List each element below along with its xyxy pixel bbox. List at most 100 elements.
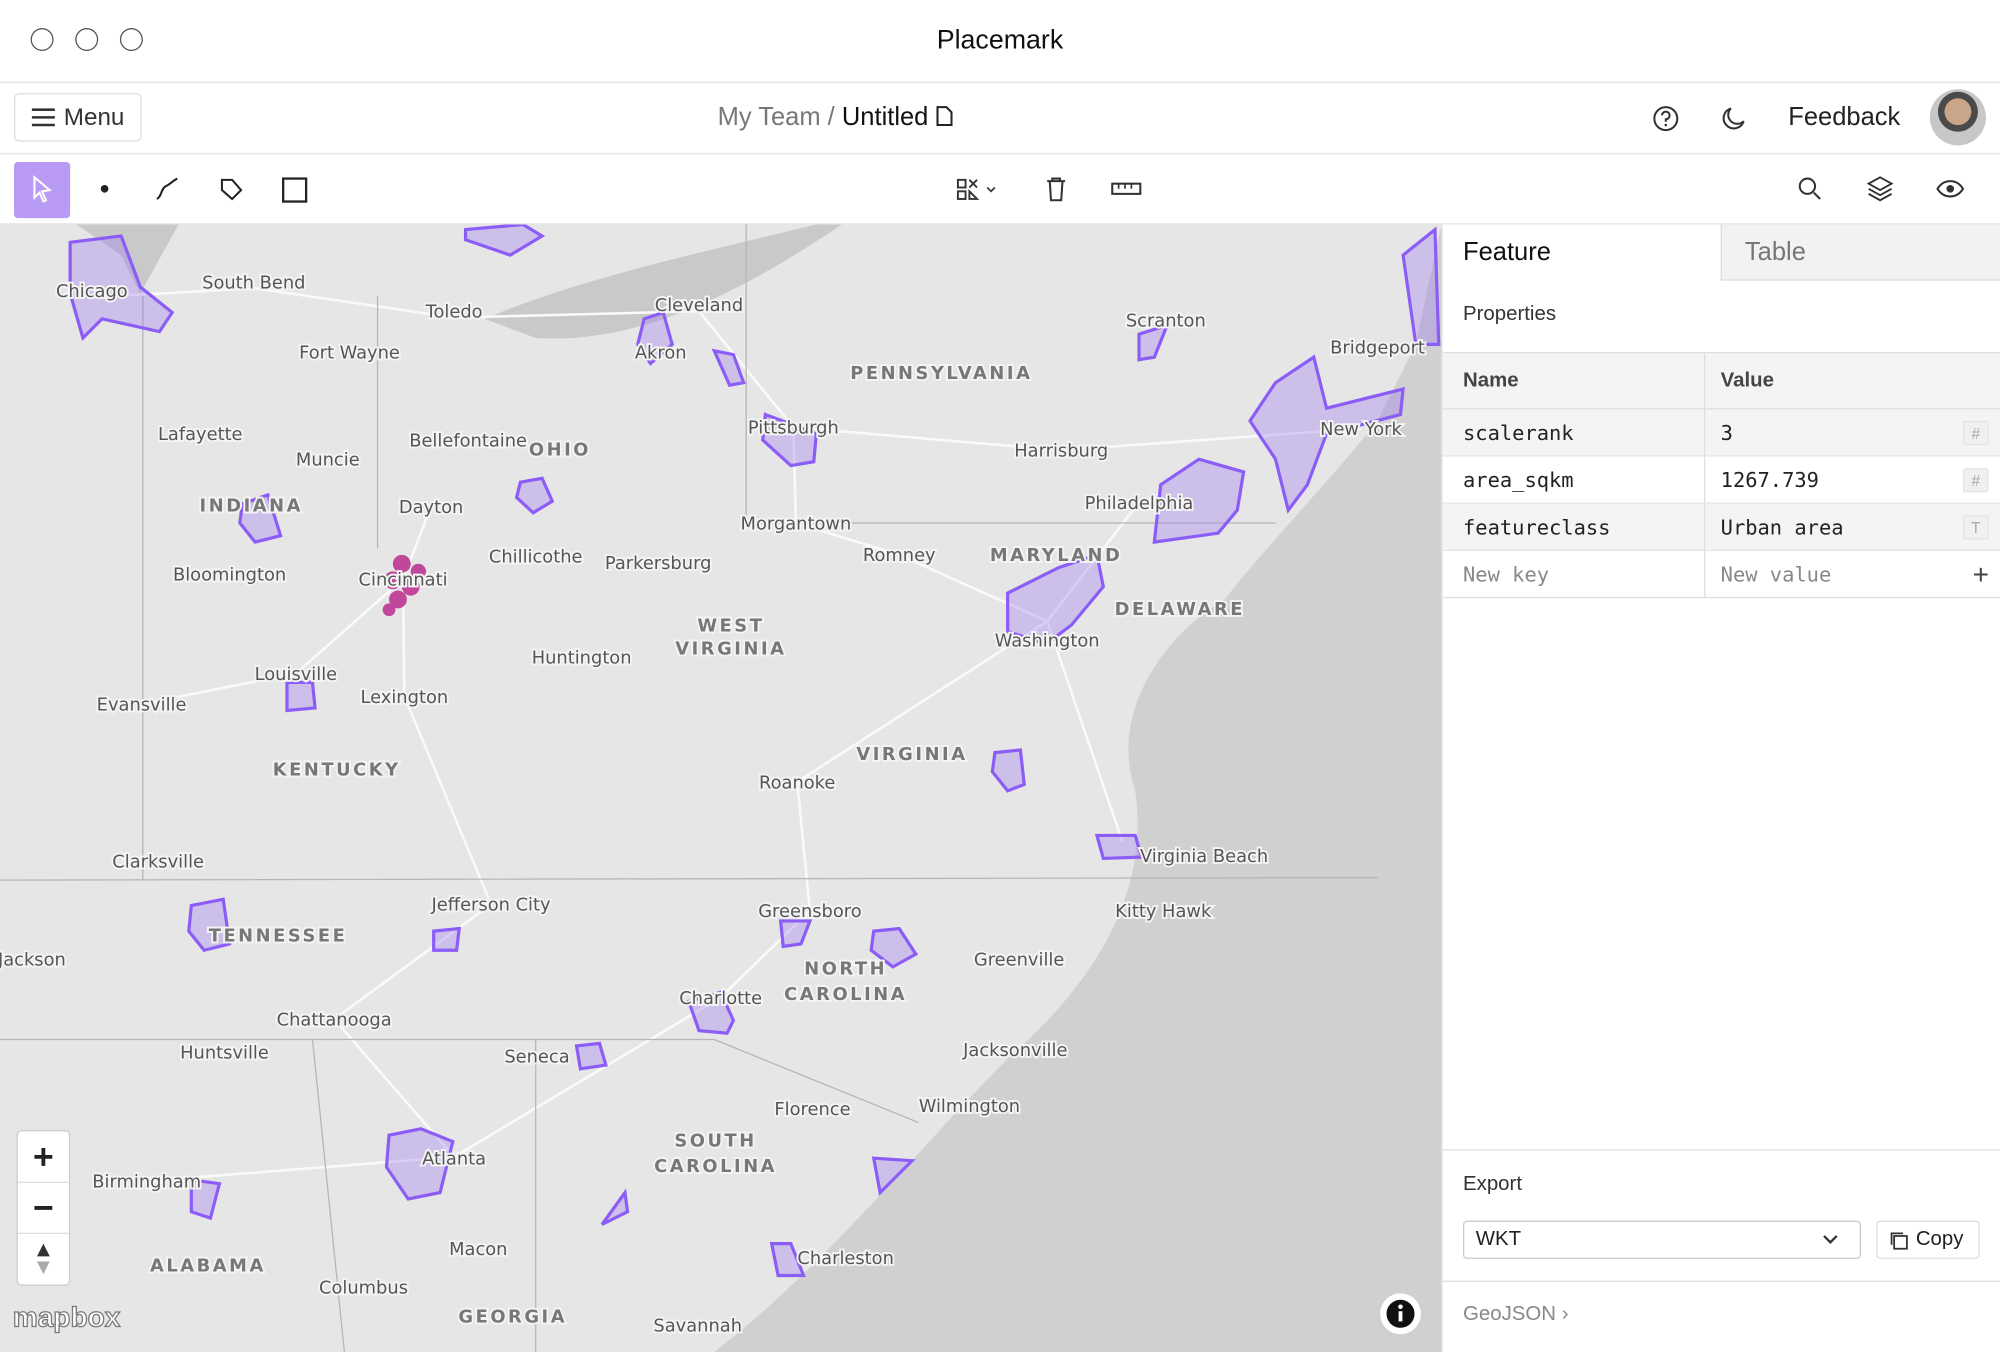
place-label: Lafayette [158,424,243,445]
place-label: Cleveland [655,295,743,316]
side-panel: Feature Table Properties Name Value scal… [1441,224,2000,1352]
copy-button[interactable]: Copy [1876,1220,1980,1259]
line-tool[interactable] [153,175,181,203]
chevron-down [1823,1235,1838,1244]
file-icon [936,106,954,127]
place-label: Evansville [97,694,187,715]
team-name[interactable]: My Team [717,103,821,132]
place-label: Greensboro [758,901,861,922]
measure-tool[interactable] [1110,179,1143,199]
feedback-button[interactable]: Feedback [1788,103,1901,132]
type-badge: # [1963,420,1989,446]
place-label: Jefferson City [431,895,551,916]
format-value: WKT [1475,1228,1522,1250]
state-label: CAROLINA [784,984,907,1005]
geojson-divider [1442,1280,2000,1282]
minimize-button[interactable] [75,28,99,52]
place-label: Parkersburg [605,553,712,574]
state-label: SOUTH [674,1131,756,1152]
info-button[interactable] [1379,1292,1422,1335]
select-tool[interactable] [14,161,71,219]
type-badge: # [1963,468,1989,493]
zoom-icons [17,1147,69,1275]
state-label: INDIANA [200,495,303,516]
new-value-input[interactable]: New value [1705,551,2000,599]
place-label: Atlanta [422,1149,486,1170]
theme-icon[interactable] [1719,105,1747,133]
place-label: Bridgeport [1330,337,1425,358]
type-badge: T [1963,515,1989,540]
new-key-input[interactable]: New key [1442,551,1706,599]
map-attribution: mapbox [12,1300,121,1333]
place-label: New York [1320,419,1402,440]
help-icon[interactable] [1652,105,1680,133]
property-value[interactable]: 3 [1705,409,2000,457]
state-label: KENTUCKY [273,760,401,781]
map-labels: Chicago South Bend Toledo Cleveland Fort… [0,270,1427,1338]
file-name[interactable]: Untitled [841,103,929,132]
map-canvas[interactable]: Chicago South Bend Toledo Cleveland Fort… [0,224,1442,1352]
selected-feature [382,554,427,617]
point-tool[interactable] [92,176,118,202]
search-tool[interactable] [1796,175,1824,203]
place-label: Bloomington [173,564,286,585]
property-value[interactable]: Urban area [1705,503,2000,552]
place-label: Pittsburgh [748,418,839,439]
close-button[interactable] [30,28,54,52]
add-property-button[interactable]: + [1972,558,1990,591]
map-layers: Chicago South Bend Toledo Cleveland Fort… [0,224,1442,1352]
property-value[interactable]: 1267.739 [1705,456,2000,504]
place-label: Chattanooga [277,1010,392,1031]
user-avatar[interactable] [1929,89,1986,146]
map[interactable]: Chicago South Bend Toledo Cleveland Fort… [0,224,1442,1352]
property-key[interactable]: featureclass [1442,503,1706,552]
geojson-toggle[interactable]: GeoJSON › [1463,1303,1569,1326]
layers-tool[interactable] [1865,173,1896,204]
operations-menu[interactable] [954,176,1000,204]
place-label: Romney [863,545,936,566]
separator: / [827,103,835,132]
place-label: Kitty Hawk [1115,901,1212,922]
table-tab[interactable]: Table [1720,224,2000,281]
place-label: Jacksonville [962,1040,1067,1061]
polygon-tool[interactable] [217,175,245,203]
state-label: MARYLAND [990,545,1123,566]
place-label: Scranton [1126,311,1206,332]
section-title: Properties [1463,303,1557,326]
state-borders [0,224,1378,1352]
delete-tool[interactable] [1042,175,1070,203]
breadcrumb: My Team / Untitled [0,103,1671,132]
feature-tab[interactable]: Feature [1463,238,1551,267]
state-label: OHIO [529,439,591,460]
column-header: Name [1442,353,1706,410]
menu-bar: Menu My Team / Untitled Feedback [0,83,2000,155]
place-label: Bellefontaine [409,430,527,451]
property-key[interactable]: area_sqkm [1442,456,1706,504]
place-label: Roanoke [759,772,835,793]
place-label: Muncie [296,450,360,471]
format-select[interactable]: WKT [1463,1220,1861,1259]
lake-erie [484,224,842,339]
property-key[interactable]: scalerank [1442,409,1706,457]
urban-areas [68,224,1441,1278]
place-label: Macon [449,1239,507,1260]
menu-button[interactable]: Menu [14,93,142,142]
toolbar [0,154,2000,225]
maximize-button[interactable] [119,28,143,52]
place-label: Chillicothe [489,546,583,567]
rectangle-tool[interactable] [281,176,309,204]
atlantic-ocean [714,224,1442,1352]
visibility-tool[interactable] [1935,176,1966,202]
place-label: Fort Wayne [299,342,400,363]
place-label: Huntsville [180,1043,269,1064]
place-label: Toledo [425,302,483,323]
place-label: Birmingham [92,1171,201,1192]
properties-table: Name Value scalerank 3 # area_sqkm 1267.739 #… [1442,352,2000,599]
place-label: Lexington [361,687,449,708]
place-label: Greenville [974,950,1064,971]
pointer-icon [33,175,53,203]
place-label: Savannah [653,1316,742,1337]
state-label: TENNESSEE [209,925,348,946]
state-label: ALABAMA [150,1256,266,1277]
